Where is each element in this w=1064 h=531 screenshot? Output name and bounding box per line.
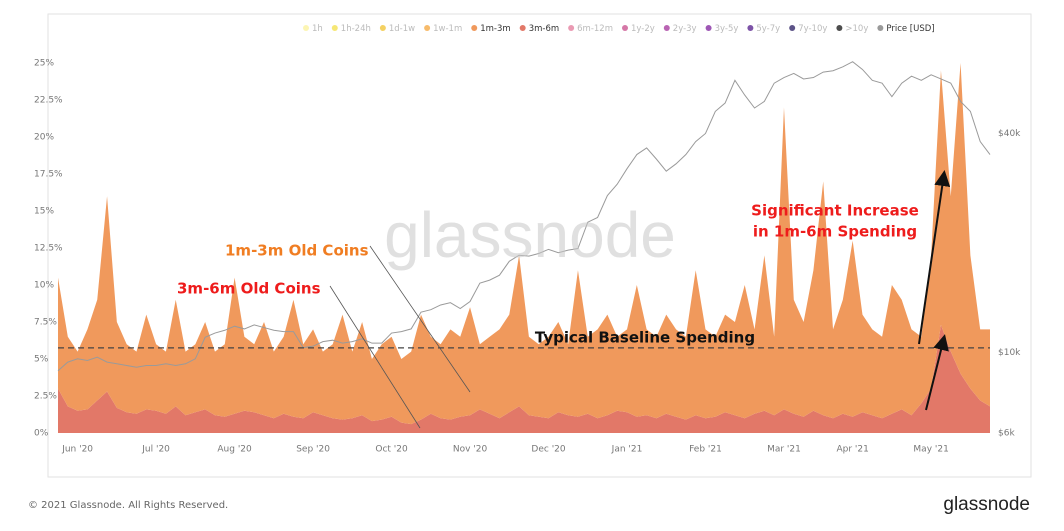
x-tick-label: Feb '21 <box>689 445 722 455</box>
y-tick-label: 5% <box>34 355 49 365</box>
legend-label: 1h <box>312 24 323 34</box>
y-tick-label: 22.5% <box>34 96 63 106</box>
y-tick-label: 10% <box>34 281 54 291</box>
legend-swatch <box>877 25 884 31</box>
arrow <box>918 170 951 345</box>
x-tick-label: Mar '21 <box>767 445 801 455</box>
legend-label: 5y-7y <box>756 24 780 34</box>
area <box>58 63 990 425</box>
x-tick-label: Jul '20 <box>141 445 170 455</box>
logo: glassnode <box>943 494 1030 515</box>
annotation: in 1m-6m Spending <box>753 223 917 241</box>
x-tick-label: May '21 <box>913 445 948 455</box>
legend-label: Price [USD] <box>886 24 934 34</box>
x-tick-label: Aug '20 <box>217 445 252 455</box>
price-line <box>57 61 991 372</box>
legend-swatch <box>568 25 575 31</box>
y-tick-label: 17.5% <box>34 170 63 180</box>
legend-swatch <box>424 25 431 31</box>
y-tick-label: 7.5% <box>34 318 57 328</box>
legend-label: 3m-6m <box>529 24 559 34</box>
legend-swatch <box>705 25 712 31</box>
legend-swatch <box>519 25 526 31</box>
y-tick-label: 20% <box>34 133 54 143</box>
arrow <box>925 334 949 411</box>
plot <box>57 61 991 433</box>
y-tick-label: 12.5% <box>34 244 63 254</box>
x-tick-label: Sep '20 <box>296 445 330 455</box>
baseline-label: Typical Baseline Spending <box>535 329 755 347</box>
annotation: Significant Increase <box>751 202 919 220</box>
footer: © 2021 Glassnode. All Rights Reserved. <box>28 500 228 511</box>
legend-swatch <box>379 25 386 31</box>
leader-line <box>369 245 471 393</box>
x-tick-label: Jan '21 <box>611 445 643 455</box>
leader-line <box>329 285 421 429</box>
legend-label: 1w-1m <box>433 24 462 34</box>
y-tick-label: 15% <box>34 207 54 217</box>
legend-label: 1m-3m <box>480 24 510 34</box>
legend-label: 3y-5y <box>715 24 739 34</box>
watermark: glassnode <box>384 199 676 271</box>
legend-swatch <box>789 25 796 31</box>
chart-frame <box>47 13 1032 478</box>
legend-label: 2y-3y <box>673 24 697 34</box>
y2-tick-label: $40k <box>998 129 1021 139</box>
legend-label: >10y <box>845 24 868 34</box>
legend-swatch <box>663 25 670 31</box>
y-tick-label: 0% <box>34 429 49 439</box>
annotation: 3m-6m Old Coins <box>177 280 321 298</box>
legend-label: 1d-1w <box>389 24 415 34</box>
x-tick-label: Jun '20 <box>61 445 93 455</box>
legend-swatch <box>471 25 478 31</box>
legend-label: 1y-2y <box>631 24 655 34</box>
annotation: 1m-3m Old Coins <box>225 242 369 260</box>
x-tick-label: Nov '20 <box>453 445 488 455</box>
legend-label: 6m-12m <box>577 24 613 34</box>
x-tick-label: Apr '21 <box>836 445 868 455</box>
legend-label: 7y-10y <box>798 24 827 34</box>
y-tick-label: 2.5% <box>34 392 57 402</box>
legend-swatch <box>836 25 843 31</box>
legend-swatch <box>331 25 338 31</box>
area <box>58 324 990 433</box>
x-tick-label: Oct '20 <box>375 445 408 455</box>
y2-tick-label: $6k <box>998 429 1015 439</box>
legend-swatch <box>303 25 309 31</box>
legend-swatch <box>622 25 628 31</box>
legend-swatch <box>747 25 754 31</box>
y-tick-label: 25% <box>34 59 54 69</box>
x-tick-label: Dec '20 <box>531 445 565 455</box>
y2-tick-label: $10k <box>998 348 1021 358</box>
legend-label: 1h-24h <box>341 24 371 34</box>
